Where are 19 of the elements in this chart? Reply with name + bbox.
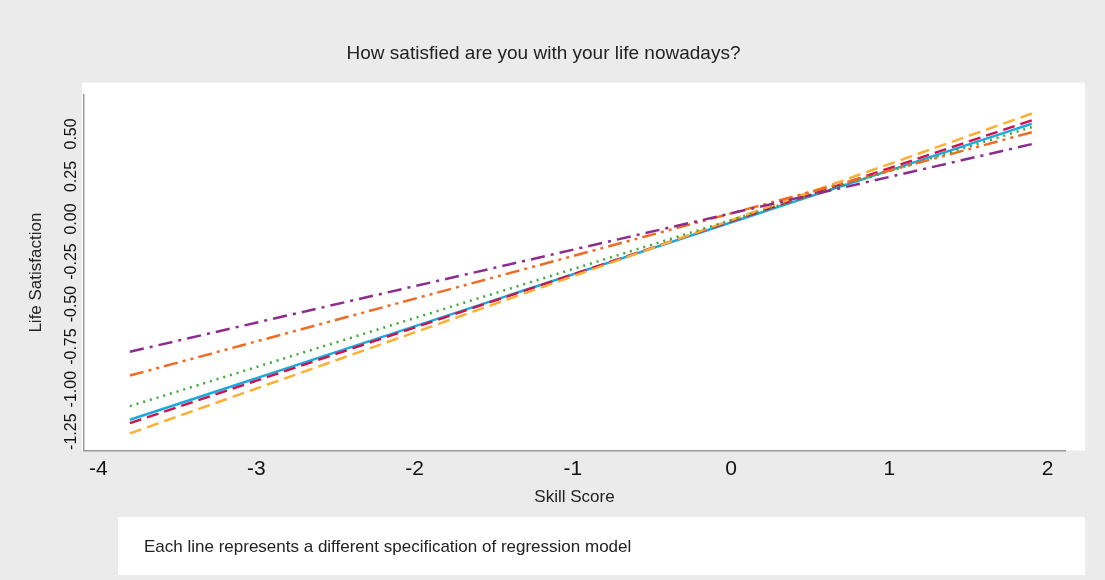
x-tick-label: -1 (563, 455, 583, 479)
y-tick-label: 0.25 (62, 160, 80, 193)
x-tick-label: -3 (247, 455, 266, 479)
text: Each line represents a different specification of regression model (118, 517, 1085, 575)
x-tick-label: 0 (725, 455, 737, 479)
x-tick-label: -4 (88, 455, 108, 479)
y-tick-label: -0.25 (62, 243, 80, 280)
chart-title: How satisfied are you with your life nowadays? (346, 41, 741, 63)
x-tick-label: -2 (405, 455, 425, 479)
y-tick-label: -0.75 (62, 328, 80, 365)
y-tick-label: -0.50 (62, 285, 80, 323)
x-tick-label: 1 (883, 455, 896, 479)
y-tick-label: -1.00 (62, 370, 80, 408)
y-tick-label: -1.25 (62, 413, 80, 450)
x-axis-title: Skill Score (534, 487, 615, 507)
y-tick-label: 0.00 (62, 203, 80, 235)
y-axis-title: Life Satisfaction (25, 212, 45, 333)
y-tick-label: 0.50 (62, 118, 80, 150)
x-tick-label: 2 (1041, 455, 1054, 479)
